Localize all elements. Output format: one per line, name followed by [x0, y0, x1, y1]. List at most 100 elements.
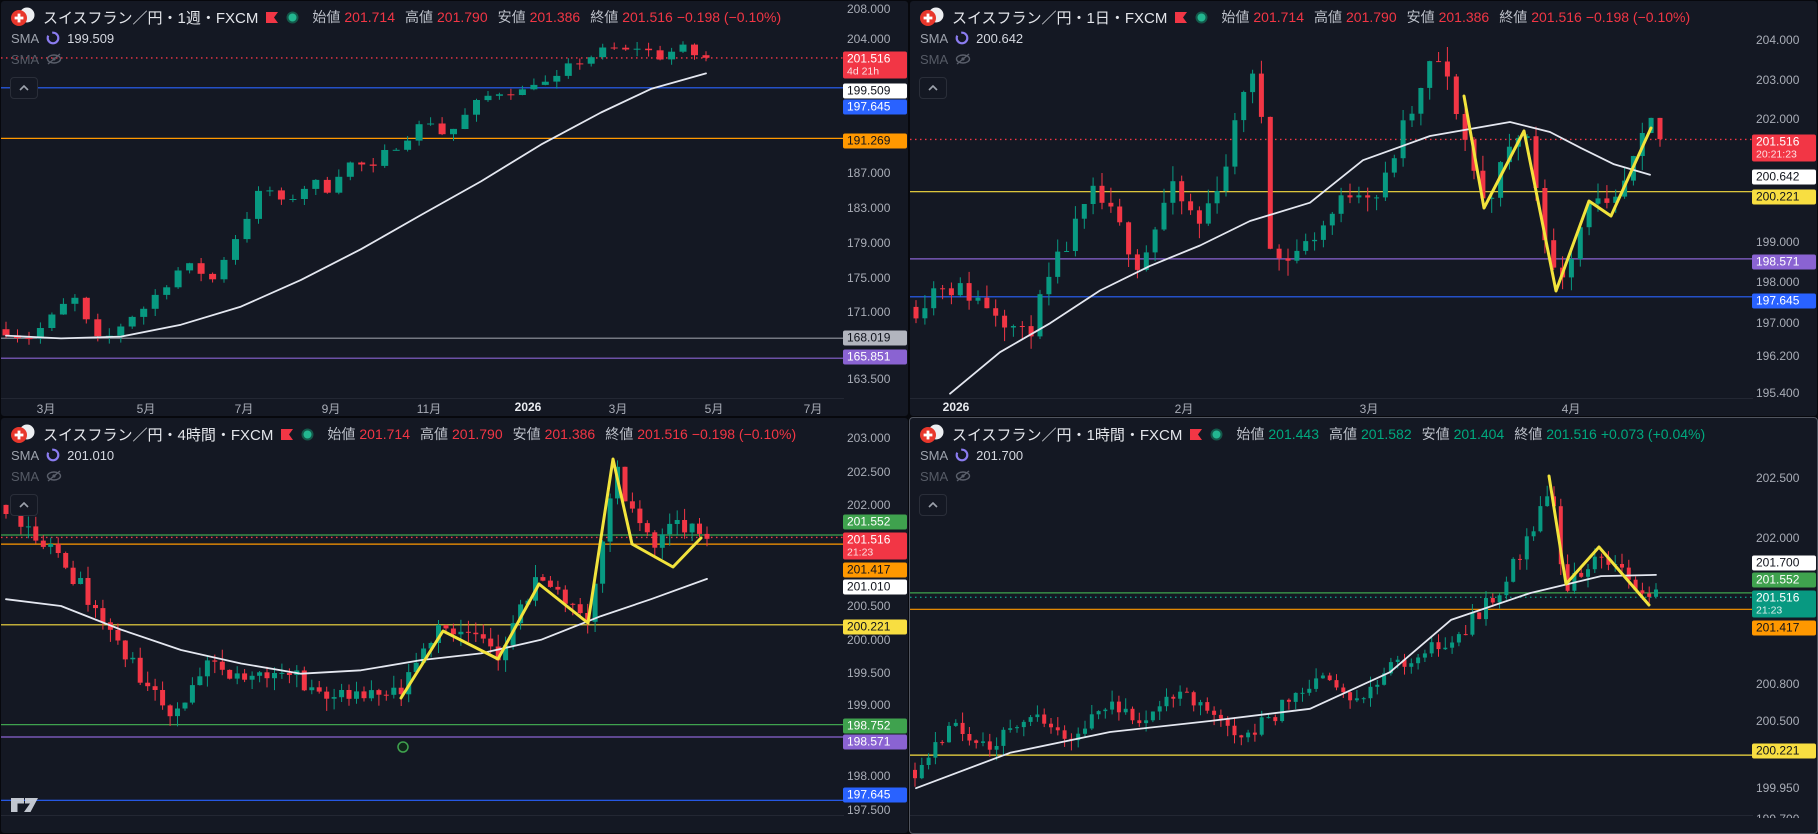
- close-value: 201.516: [622, 9, 673, 25]
- open-label: 始値: [327, 426, 356, 442]
- price-tick: 198.000: [1756, 275, 1800, 289]
- price-badge: 201.417: [843, 562, 907, 578]
- candlestick-canvas[interactable]: [1, 418, 844, 818]
- sma-line: [915, 573, 1657, 790]
- price-tick: 202.000: [1756, 112, 1800, 126]
- time-axis[interactable]: [1, 815, 844, 833]
- change-value: −0.198 (−0.10%): [691, 426, 797, 442]
- candlestick-canvas[interactable]: [910, 418, 1753, 818]
- sma-label: SMA: [11, 447, 40, 463]
- flag-icon[interactable]: [1174, 11, 1188, 24]
- collapse-indicators-button[interactable]: [919, 77, 947, 99]
- price-tick: 200.500: [847, 599, 891, 613]
- collapse-indicators-button[interactable]: [10, 77, 38, 99]
- price-scale[interactable]: 205.000 204.000 203.000 202.000 199.000 198.0…: [1751, 1, 1817, 401]
- price-tick: 195.400: [1756, 386, 1800, 400]
- eye-off-icon[interactable]: [955, 53, 971, 65]
- open-label: 始値: [1236, 426, 1265, 442]
- price-badge: 197.645: [843, 99, 907, 115]
- drawing-anchor-marker[interactable]: [397, 741, 409, 753]
- time-tick: 5月: [704, 402, 724, 416]
- time-axis[interactable]: [910, 815, 1753, 833]
- trend-drawing[interactable]: [399, 457, 703, 700]
- price-badge: 200.221: [843, 619, 907, 635]
- symbol-title[interactable]: スイスフラン／円・1時間・FXCM: [952, 426, 1183, 444]
- price-tick: 196.200: [1756, 349, 1800, 363]
- high-value: 201.790: [452, 426, 503, 442]
- time-tick: 3月: [36, 402, 56, 416]
- close-value: 201.516: [1546, 426, 1597, 442]
- price-tick: 199.000: [1756, 235, 1800, 249]
- sma-line: [5, 72, 707, 340]
- sma-sync-icon[interactable]: [955, 448, 969, 462]
- eye-off-icon[interactable]: [955, 470, 971, 482]
- chart-panel-4hour: 203.000 202.500 202.000 200.500 200.000 199.5…: [0, 417, 909, 834]
- low-value: 201.404: [1453, 426, 1505, 442]
- high-label: 高値: [1314, 9, 1342, 25]
- low-label: 安値: [1406, 9, 1435, 25]
- flag-icon[interactable]: [280, 428, 294, 441]
- sma-sync-icon[interactable]: [46, 31, 60, 45]
- time-tick: 5月: [136, 402, 156, 416]
- price-badge: 201.552: [1752, 572, 1816, 588]
- market-status-icon[interactable]: [1195, 11, 1208, 24]
- symbol-logo-chfjpy: [919, 7, 945, 27]
- high-value: 201.582: [1361, 426, 1412, 442]
- market-status-icon[interactable]: [1210, 428, 1223, 441]
- time-tick: 2月: [1174, 402, 1194, 416]
- close-label: 終値: [1499, 9, 1528, 25]
- candlestick-canvas[interactable]: [1, 1, 844, 401]
- eye-off-icon[interactable]: [46, 470, 62, 482]
- time-axis[interactable]: 3月 5月 7月 9月 11月 2026 3月 5月 7月: [1, 398, 844, 416]
- price-badge: 201.700: [1752, 555, 1816, 571]
- chart-panel-1week: 208.000 204.000 187.000 183.000 179.000 175.0…: [0, 0, 909, 417]
- price-scale[interactable]: 208.000 204.000 187.000 183.000 179.000 175.0…: [842, 1, 908, 401]
- flag-icon[interactable]: [265, 11, 279, 24]
- candlestick-canvas[interactable]: [910, 1, 1753, 401]
- price-tick: 203.000: [1756, 73, 1800, 87]
- price-badge: 200.221: [1752, 189, 1816, 205]
- high-value: 201.790: [1346, 9, 1397, 25]
- symbol-title[interactable]: スイスフラン／円・1週・FXCM: [43, 9, 259, 27]
- sma-value: 201.700: [976, 447, 1024, 463]
- collapse-indicators-button[interactable]: [919, 494, 947, 516]
- price-badge: 201.516 4d 21h: [843, 51, 907, 79]
- time-tick: 4月: [1561, 402, 1581, 416]
- sma-hidden-label: SMA: [11, 51, 40, 67]
- sma-label: SMA: [920, 30, 949, 46]
- price-tick: 199.500: [847, 666, 891, 680]
- price-tick: 202.000: [847, 498, 891, 512]
- eye-off-icon[interactable]: [46, 53, 62, 65]
- open-label: 始値: [1221, 9, 1250, 25]
- price-tick: 171.000: [847, 305, 891, 319]
- symbol-logo-chfjpy: [10, 424, 36, 444]
- price-tick: 205.000: [1756, 1, 1799, 4]
- sma-sync-icon[interactable]: [955, 31, 969, 45]
- market-status-icon[interactable]: [301, 428, 314, 441]
- close-label: 終値: [590, 9, 619, 25]
- collapse-indicators-button[interactable]: [10, 494, 38, 516]
- price-scale[interactable]: 202.500 202.000 200.800 200.500 199.950 199.7…: [1751, 418, 1817, 818]
- symbol-title[interactable]: スイスフラン／円・4時間・FXCM: [43, 426, 274, 444]
- close-label: 終値: [605, 426, 634, 442]
- tradingview-logo[interactable]: [9, 795, 43, 813]
- symbol-title[interactable]: スイスフラン／円・1日・FXCM: [952, 9, 1168, 27]
- ohlc-group: 始値 201.714 高値 201.790 安値 201.386 終値 201.516 …: [1215, 7, 1690, 27]
- price-badge: 198.752: [843, 718, 907, 734]
- ohlc-group: 始値 201.714 高値 201.790 安値 201.386 終値 201.516 …: [306, 7, 781, 27]
- price-scale[interactable]: 203.000 202.500 202.000 200.500 200.000 199.5…: [842, 418, 908, 818]
- time-tick: 3月: [1359, 402, 1379, 416]
- market-status-icon[interactable]: [286, 11, 299, 24]
- trend-drawing[interactable]: [1462, 94, 1653, 293]
- trend-drawing[interactable]: [1547, 474, 1651, 607]
- close-label: 終値: [1514, 426, 1543, 442]
- sma-sync-icon[interactable]: [46, 448, 60, 462]
- price-tick: 202.000: [1756, 531, 1800, 545]
- change-value: −0.198 (−0.10%): [1585, 9, 1691, 25]
- price-tick: 175.000: [847, 271, 891, 285]
- flag-icon[interactable]: [1189, 428, 1203, 441]
- price-badge: 198.571: [1752, 254, 1816, 270]
- symbol-logo-chfjpy: [10, 7, 36, 27]
- time-axis[interactable]: 2026 2月 3月 4月: [910, 398, 1753, 416]
